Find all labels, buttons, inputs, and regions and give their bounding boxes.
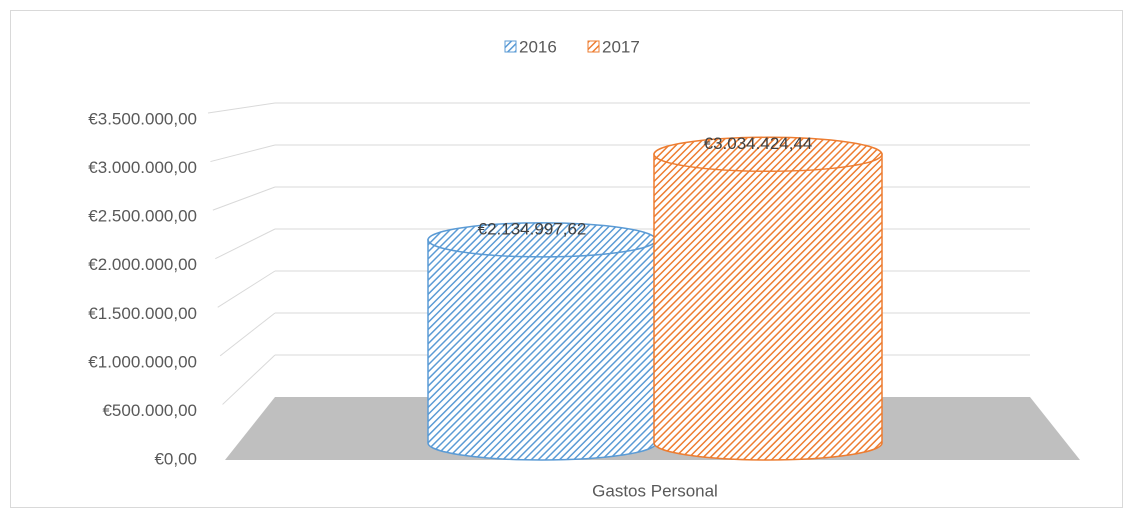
cylinder xyxy=(653,153,883,461)
grid-line xyxy=(207,102,276,114)
y-tick-label: €2.000.000,00 xyxy=(88,255,197,274)
cylinder xyxy=(427,239,657,461)
y-tick-label: €2.500.000,00 xyxy=(88,207,197,226)
grid-line xyxy=(210,144,276,163)
grid-line xyxy=(212,186,276,211)
grid-line xyxy=(217,270,276,308)
legend-label: 2016 xyxy=(519,37,557,56)
y-tick-label: €0,00 xyxy=(154,449,197,468)
y-tick-label: €1.500.000,00 xyxy=(88,304,197,323)
legend-label: 2017 xyxy=(602,37,640,56)
legend-swatch xyxy=(504,40,517,53)
y-tick-label: €3.500.000,00 xyxy=(88,109,197,128)
grid-line xyxy=(215,228,276,260)
x-tick-label: Gastos Personal xyxy=(592,481,718,500)
data-label: €3.034.424,44 xyxy=(704,134,813,153)
y-tick-label: €1.000.000,00 xyxy=(88,352,197,371)
y-tick-label: €500.000,00 xyxy=(102,401,197,420)
data-label: €2.134.997,62 xyxy=(478,219,587,238)
y-tick-label: €3.000.000,00 xyxy=(88,158,197,177)
cylinder-top xyxy=(653,136,883,173)
grid-line xyxy=(222,354,276,405)
legend-swatch xyxy=(587,40,600,53)
grid-line xyxy=(219,312,276,357)
